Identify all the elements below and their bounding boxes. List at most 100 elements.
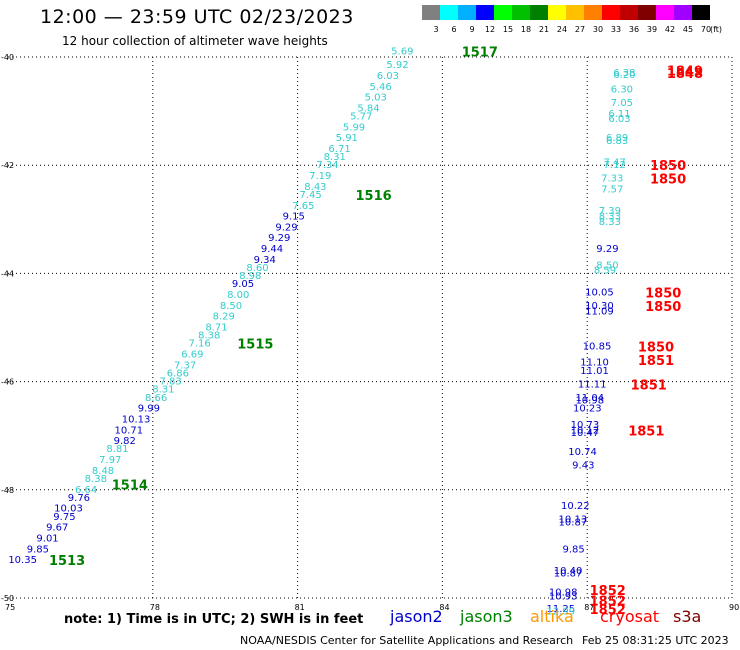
pass-label: 1851 — [638, 354, 674, 369]
series-track_east: 6.386.20 6.30 7.056.116.03 6.896.83 7.477.12… — [546, 68, 635, 617]
swh-point: 7.16 — [188, 339, 210, 350]
pass-label: 1850 — [650, 173, 686, 188]
swh-point: 7.45 — [299, 190, 321, 201]
swh-point: 10.03 — [54, 504, 83, 515]
pass-label: 1514 — [112, 478, 148, 493]
swh-point: 8.00 — [227, 290, 249, 301]
grid — [8, 56, 733, 599]
swh-point: 6.03 — [377, 71, 399, 82]
swh-point: 8.50 — [220, 301, 242, 312]
y-tick-label: -46 — [1, 378, 14, 387]
pass-label: 1848 — [667, 67, 703, 82]
swh-point: 6.89 — [606, 133, 628, 144]
y-tick-label: -40 — [1, 53, 14, 62]
pass-label: 1516 — [356, 189, 392, 204]
colorbar-label: 39 — [647, 25, 657, 34]
swh-point: 7.05 — [611, 98, 633, 109]
pass-label: 1850 — [638, 340, 674, 355]
series-track_west: 5.69 5.926.035.465.035.845.775.995.916.71… — [8, 47, 413, 567]
swh-point: 11.10 — [580, 358, 609, 369]
swh-point: 10.13 — [122, 414, 151, 425]
swh-point: 10.40 — [554, 566, 583, 577]
pass-label: 1513 — [49, 554, 85, 569]
pass-label: 1850 — [645, 300, 681, 315]
pass-label: 1852 — [590, 603, 626, 618]
colorbar-label: 15 — [503, 25, 513, 34]
colorbar-label: 33 — [611, 25, 621, 34]
swh-point: 8.38 — [198, 331, 220, 342]
swh-point: 10.13 — [559, 515, 588, 526]
swh-point: 6.11 — [608, 109, 630, 120]
legend-altika: altika — [530, 607, 574, 626]
swh-point: 10.85 — [583, 341, 612, 352]
colorbar-label: 12 — [485, 25, 495, 34]
footer-note: note: 1) Time is in UTC; 2) SWH is in fe… — [64, 612, 364, 627]
swh-point: 10.47 — [571, 428, 600, 439]
chart-subtitle: 12 hour collection of altimeter wave hei… — [62, 34, 328, 48]
colorbar-swatch — [620, 5, 638, 20]
swh-point: 9.29 — [596, 244, 618, 255]
colorbar-swatch — [584, 5, 602, 20]
swh-point: 7.34 — [316, 160, 338, 171]
swh-point: 8.31 — [324, 152, 346, 163]
swh-point: 7.39 — [599, 206, 621, 217]
colorbar-label: 70 — [701, 25, 711, 34]
swh-point: 12.99 — [546, 607, 575, 618]
chart-title: 12:00 — 23:59 UTC 02/23/2023 — [40, 6, 354, 28]
x-tick-label: 84 — [439, 603, 449, 612]
swh-point: 9.05 — [232, 279, 254, 290]
swh-point: 9.15 — [283, 212, 305, 223]
swh-point: 6.69 — [181, 350, 203, 361]
colorbar-label: 24 — [557, 25, 567, 34]
swh-point: 7.97 — [99, 455, 121, 466]
colorbar-swatch — [422, 5, 440, 20]
colorbar-swatch — [638, 5, 656, 20]
swh-point: 9.01 — [36, 533, 58, 544]
pass-label: 1849 — [667, 65, 703, 80]
swh-point: 11.25 — [546, 604, 575, 615]
swh-point: 8.66 — [145, 393, 167, 404]
swh-point: 7.83 — [159, 377, 181, 388]
color-scale-legend: 3 6 9 12 15 18 21 24 27 30 33 36 39 42 45 70(ft) — [422, 5, 722, 34]
swh-point: 8.59 — [594, 266, 616, 277]
swh-point: 5.03 — [365, 93, 387, 104]
swh-point: 7.33 — [601, 174, 623, 185]
swh-point: 5.77 — [350, 112, 372, 123]
colorbar-label: 36 — [629, 25, 639, 34]
x-tick-label: 75 — [5, 603, 15, 612]
colorbar-swatch — [458, 5, 476, 20]
swh-point: 5.92 — [386, 60, 408, 71]
swh-point: 8.71 — [205, 323, 227, 334]
colorbar-label: 9 — [469, 25, 474, 34]
swh-point: 10.74 — [568, 447, 597, 458]
swh-point: 6.86 — [167, 368, 189, 379]
swh-point: 8.29 — [213, 312, 235, 323]
pass-label: 1850 — [645, 286, 681, 301]
swh-point: 10.71 — [115, 425, 144, 436]
swh-point: 9.75 — [53, 512, 75, 523]
swh-point: 6.03 — [608, 114, 630, 125]
colorbar-swatch — [602, 5, 620, 20]
colorbar-swatch — [674, 5, 692, 20]
swh-point: 10.93 — [549, 591, 578, 602]
swh-point: 8.43 — [304, 182, 326, 193]
colorbar-label: 42 — [665, 25, 675, 34]
swh-point: 6.83 — [606, 136, 628, 147]
swh-point: 7.65 — [292, 201, 314, 212]
swh-point: 5.69 — [391, 47, 413, 58]
swh-point: 9.99 — [138, 404, 160, 415]
swh-point: 6.20 — [613, 70, 635, 81]
swh-point: 8.60 — [246, 263, 268, 274]
timestamp: Feb 25 08:31:25 UTC 2023 — [582, 634, 729, 647]
swh-point: 10.22 — [561, 501, 590, 512]
swh-point: 8.38 — [85, 474, 107, 485]
colorbar-swatch — [440, 5, 458, 20]
swh-point: 9.82 — [114, 436, 136, 447]
colorbar-swatch — [494, 5, 512, 20]
colorbar-swatch — [512, 5, 530, 20]
swh-point: 5.99 — [343, 122, 365, 133]
y-tick-label: -48 — [1, 486, 14, 495]
legend-jason3: jason3 — [460, 607, 513, 626]
pass-label: 1852 — [590, 595, 626, 610]
